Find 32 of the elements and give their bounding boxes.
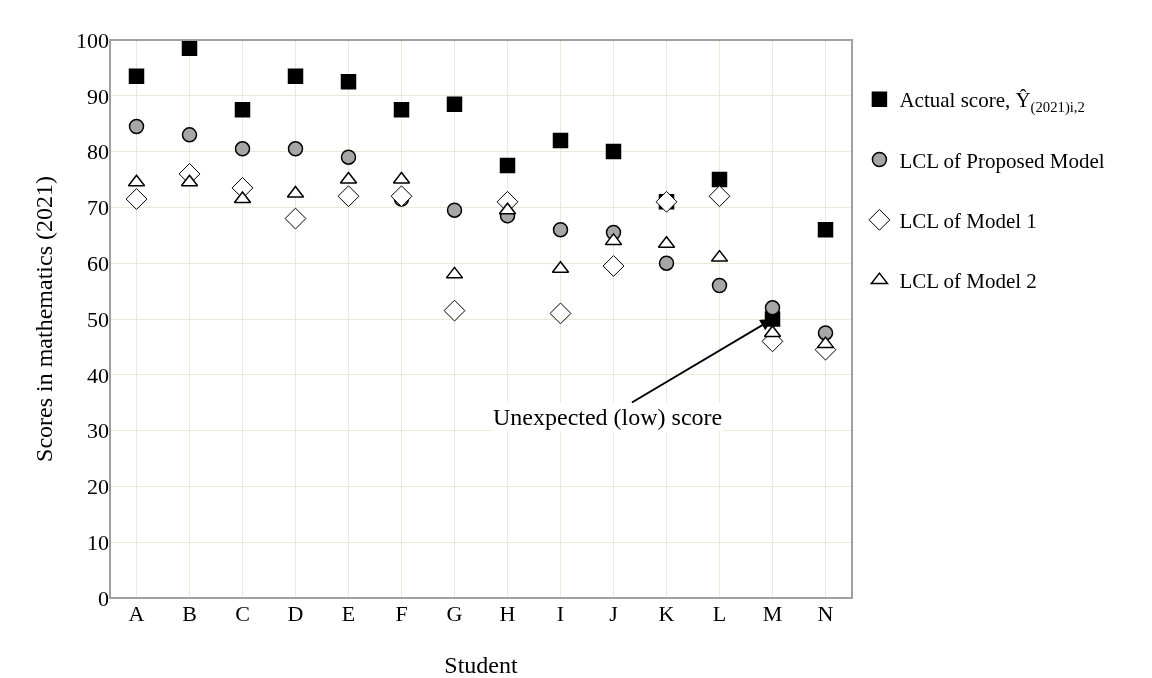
- x-tick-label: E: [341, 601, 356, 626]
- x-tick-label: B: [182, 601, 197, 626]
- x-tick-label: J: [609, 601, 619, 626]
- x-tick-label: L: [712, 601, 727, 626]
- legend-label: LCL of Proposed Model: [899, 148, 1105, 173]
- x-tick-label: C: [235, 601, 250, 626]
- y-tick-label: 40: [87, 362, 109, 388]
- legend-label: Actual score, Ŷ$_{(2021)i,2}$: [899, 88, 1085, 116]
- x-axis-title: Student: [444, 652, 518, 678]
- x-tick-label: I: [556, 601, 565, 626]
- y-tick-label: 80: [87, 139, 109, 165]
- x-tick-label: K: [658, 601, 675, 626]
- y-tick-label: 50: [87, 306, 109, 332]
- x-tick-label: A: [128, 601, 145, 626]
- legend-label: LCL of Model 2: [899, 269, 1037, 294]
- y-tick-label: 60: [87, 250, 109, 276]
- annotation: Unexpected (low) score: [493, 404, 723, 430]
- x-tick-label: F: [395, 601, 408, 626]
- legend-label: LCL of Model 1: [899, 209, 1037, 233]
- x-tick-label: G: [446, 601, 463, 626]
- x-tick-label: M: [762, 601, 783, 626]
- y-axis-title: Scores in mathematics (2021): [31, 176, 57, 462]
- y-tick-label: 0: [98, 585, 109, 611]
- x-tick-label: D: [287, 601, 304, 626]
- y-tick-label: 90: [87, 83, 109, 109]
- y-tick-label: 10: [87, 529, 109, 555]
- y-tick-label: 100: [76, 27, 109, 53]
- y-tick-label: 20: [87, 474, 109, 500]
- y-tick-label: 30: [87, 418, 109, 444]
- x-tick-label: N: [817, 601, 834, 626]
- y-tick-label: 70: [87, 195, 109, 221]
- x-tick-label: H: [499, 601, 516, 626]
